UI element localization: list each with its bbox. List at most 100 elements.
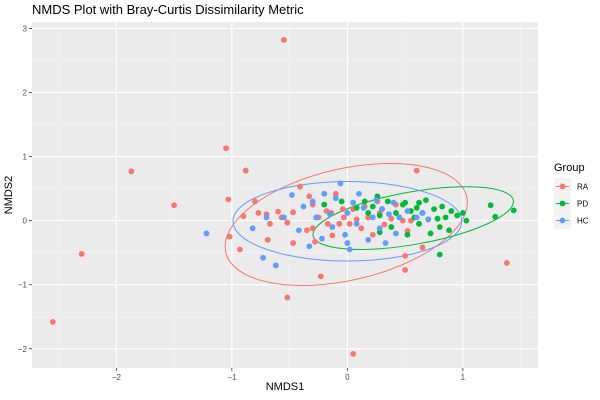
data-points bbox=[49, 37, 517, 357]
point-ra bbox=[240, 213, 247, 220]
point-ra bbox=[290, 209, 296, 216]
point-ra bbox=[332, 190, 339, 197]
point-ra bbox=[284, 219, 291, 226]
point-hc bbox=[393, 230, 399, 237]
point-hc bbox=[376, 225, 383, 232]
x-tick-label: −1 bbox=[227, 373, 237, 382]
point-hc bbox=[327, 211, 333, 218]
point-ra bbox=[369, 231, 376, 238]
y-axis-title: NMDS2 bbox=[3, 176, 15, 215]
point-pd bbox=[448, 208, 455, 214]
point-ra bbox=[290, 240, 296, 246]
point-hc bbox=[309, 198, 316, 205]
point-pd bbox=[446, 227, 452, 234]
point-pd bbox=[413, 204, 420, 211]
point-ra bbox=[306, 193, 313, 200]
point-hc bbox=[300, 203, 307, 210]
point-ra bbox=[242, 167, 249, 174]
point-hc bbox=[263, 214, 270, 221]
point-ra bbox=[128, 168, 135, 175]
point-ra bbox=[324, 220, 331, 227]
point-pd bbox=[442, 214, 449, 221]
point-ra bbox=[297, 183, 303, 190]
point-pd bbox=[353, 204, 360, 211]
ellipse-pd bbox=[312, 186, 514, 250]
point-ra bbox=[402, 267, 409, 273]
point-ra bbox=[336, 220, 343, 227]
point-pd bbox=[361, 198, 368, 205]
point-pd bbox=[487, 202, 494, 209]
legend-point-pd bbox=[559, 200, 566, 207]
point-hc bbox=[404, 208, 411, 214]
point-hc bbox=[329, 224, 336, 230]
point-ra bbox=[78, 251, 85, 257]
point-hc bbox=[350, 199, 357, 206]
point-hc bbox=[260, 254, 266, 261]
point-hc bbox=[337, 180, 344, 187]
point-pd bbox=[402, 199, 409, 206]
point-pd bbox=[384, 198, 391, 205]
point-ra bbox=[252, 198, 258, 205]
point-hc bbox=[390, 199, 397, 206]
point-ra bbox=[353, 216, 360, 223]
point-pd bbox=[423, 197, 429, 204]
point-pd bbox=[454, 212, 461, 219]
point-hc bbox=[353, 220, 360, 227]
point-ra bbox=[350, 351, 357, 357]
point-ra bbox=[171, 202, 177, 209]
point-pd bbox=[492, 213, 499, 220]
point-hc bbox=[373, 197, 380, 204]
y-tick-label: −1 bbox=[18, 281, 28, 290]
point-hc bbox=[272, 262, 279, 269]
point-ra bbox=[329, 232, 336, 239]
point-hc bbox=[280, 214, 287, 221]
point-hc bbox=[425, 216, 432, 223]
point-pd bbox=[434, 215, 441, 222]
point-hc bbox=[365, 236, 372, 243]
point-ra bbox=[365, 214, 372, 221]
legend: Group RA PD HC bbox=[554, 162, 589, 229]
chart-title: NMDS Plot with Bray-Curtis Dissimilarity… bbox=[32, 2, 304, 17]
legend-point-ra bbox=[559, 183, 566, 190]
point-pd bbox=[369, 203, 376, 210]
point-hc bbox=[342, 231, 348, 238]
point-ra bbox=[419, 244, 426, 251]
point-hc bbox=[379, 206, 385, 212]
point-hc bbox=[360, 204, 367, 211]
point-ra bbox=[317, 273, 324, 280]
point-hc bbox=[356, 190, 362, 197]
point-hc bbox=[203, 230, 210, 237]
x-tick-label: 1 bbox=[461, 373, 466, 382]
point-ra bbox=[358, 225, 365, 232]
point-ra bbox=[503, 260, 510, 266]
point-ra bbox=[304, 227, 310, 234]
grid-major bbox=[32, 22, 538, 368]
point-hc bbox=[369, 214, 376, 221]
point-ra bbox=[267, 220, 273, 227]
point-ra bbox=[264, 236, 271, 243]
point-ra bbox=[339, 206, 346, 212]
point-ra bbox=[381, 221, 388, 228]
point-hc bbox=[321, 190, 328, 197]
point-pd bbox=[393, 210, 399, 216]
plot-panel bbox=[32, 22, 538, 368]
point-hc bbox=[319, 235, 325, 242]
point-hc bbox=[295, 227, 302, 234]
point-ra bbox=[388, 215, 395, 222]
y-tick-label: 3 bbox=[23, 24, 28, 33]
point-hc bbox=[313, 214, 320, 221]
y-tick-label: −2 bbox=[18, 345, 28, 354]
x-tick-label: 0 bbox=[345, 373, 350, 382]
confidence-ellipses bbox=[224, 162, 514, 286]
point-ra bbox=[413, 167, 420, 174]
point-hc bbox=[386, 211, 392, 218]
point-pd bbox=[365, 210, 372, 216]
point-ra bbox=[402, 252, 409, 259]
point-hc bbox=[249, 225, 256, 232]
legend-label-ra: RA bbox=[577, 183, 589, 192]
point-ra bbox=[49, 318, 56, 325]
point-pd bbox=[321, 201, 328, 208]
axis-ticks: −2 −1 0 1 −2 −1 0 1 2 3 bbox=[18, 24, 466, 382]
point-pd bbox=[427, 230, 434, 237]
